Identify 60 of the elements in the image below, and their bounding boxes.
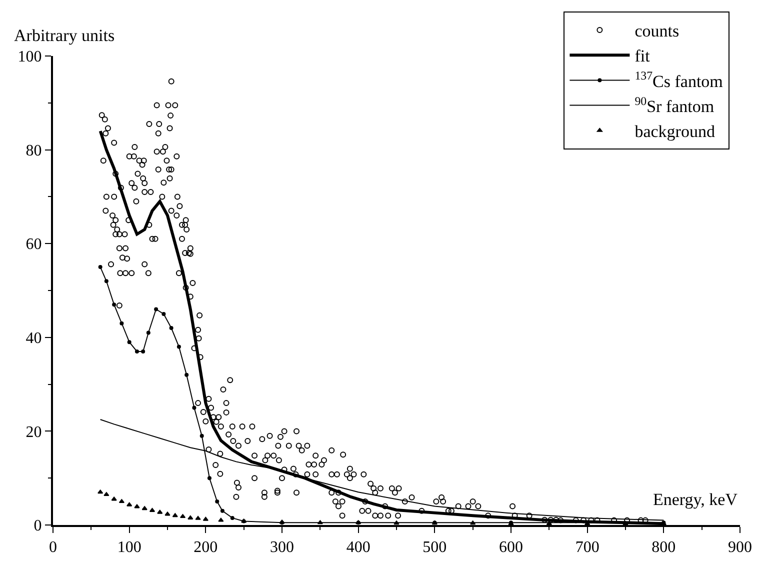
y-tick-label: 20: [26, 424, 42, 441]
point: [162, 312, 166, 316]
point: [207, 476, 212, 480]
point: [157, 510, 163, 514]
point: [192, 406, 196, 410]
point: [215, 500, 220, 504]
point: [202, 516, 208, 521]
point: [218, 518, 224, 522]
legend-label: background: [634, 122, 716, 142]
point: [200, 434, 204, 438]
point: [104, 492, 110, 496]
point: [154, 307, 158, 312]
point: [164, 512, 170, 516]
x-tick-label: 800: [652, 539, 676, 556]
point: [112, 302, 116, 307]
y-tick-label: 80: [26, 142, 42, 160]
point: [169, 326, 174, 330]
point: [98, 490, 104, 494]
x-tick-label: 900: [728, 539, 752, 556]
point: [134, 349, 139, 354]
x-tick-label: 400: [346, 539, 370, 556]
point: [172, 513, 178, 518]
point: [142, 506, 148, 510]
x-tick-label: 100: [117, 539, 142, 556]
point: [104, 279, 108, 284]
y-tick-label: 100: [18, 48, 42, 66]
point: [184, 372, 189, 377]
point: [146, 330, 150, 335]
y-tick-label: 60: [26, 236, 42, 254]
legend-label: $^{90}$Sr fantom: [634, 94, 714, 116]
point: [622, 521, 628, 526]
point: [317, 520, 323, 524]
legend-label: fit: [634, 46, 650, 66]
x-tick-label: 500: [422, 539, 447, 556]
point: [546, 521, 552, 526]
point: [188, 515, 194, 520]
point: [220, 508, 224, 513]
point: [126, 502, 132, 506]
y-tick-label: 0: [34, 518, 42, 535]
point: [120, 321, 124, 326]
y-axis-title: Arbitrary units: [14, 26, 115, 45]
point: [141, 349, 146, 354]
x-tick-label: 0: [49, 539, 57, 556]
x-axis-title: Energy, keV: [653, 490, 738, 509]
x-tick-label: 700: [575, 539, 600, 556]
legend-label: counts: [634, 22, 680, 41]
point: [111, 496, 117, 501]
point: [230, 516, 234, 520]
point: [195, 516, 201, 520]
x-tick-label: 200: [194, 539, 218, 556]
point: [98, 265, 102, 270]
point: [127, 340, 132, 344]
x-tick-label: 300: [270, 539, 294, 556]
point: [394, 520, 400, 525]
point: [470, 520, 476, 525]
point: [134, 504, 140, 508]
y-tick-label: 40: [26, 330, 42, 347]
point: [176, 344, 181, 349]
x-tick-label: 600: [499, 539, 523, 556]
legend-label: $^{137}$Cs fantom: [634, 68, 723, 91]
